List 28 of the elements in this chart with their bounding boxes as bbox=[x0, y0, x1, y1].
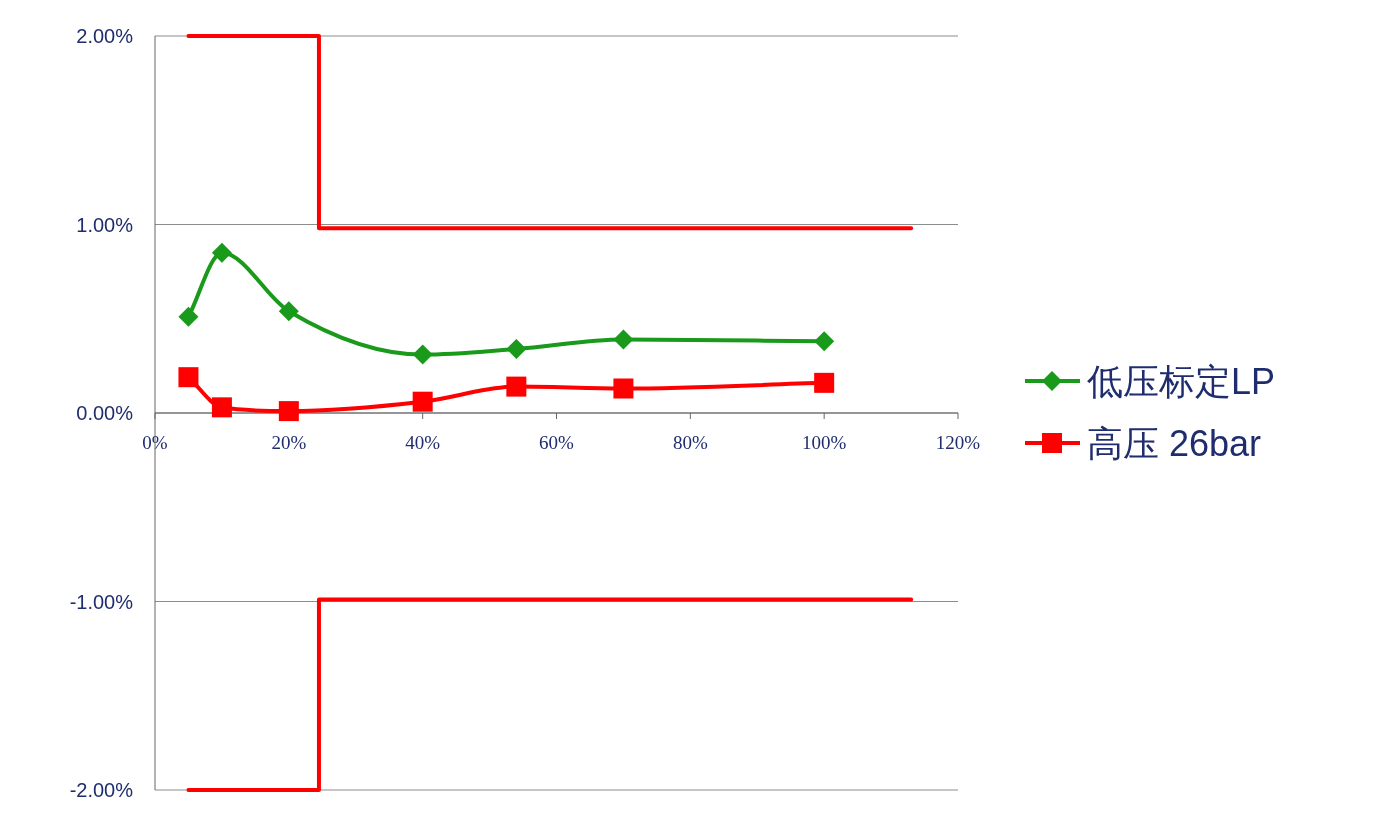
y-tick-label: 2.00% bbox=[76, 25, 134, 47]
point bbox=[278, 401, 299, 422]
point bbox=[506, 376, 527, 397]
point bbox=[211, 397, 232, 418]
point bbox=[506, 338, 527, 359]
x-tick-label: 100% bbox=[802, 432, 847, 453]
point bbox=[278, 301, 299, 322]
point bbox=[814, 372, 835, 393]
point bbox=[412, 344, 433, 365]
x-tick-label: 120% bbox=[935, 432, 981, 453]
point bbox=[613, 329, 634, 350]
point bbox=[412, 391, 433, 412]
x-tick-label: 60% bbox=[539, 432, 575, 453]
point bbox=[613, 378, 634, 399]
x-tick-label: 0% bbox=[142, 432, 168, 453]
legend-label: 高压 26bar bbox=[1087, 423, 1262, 464]
y-tick-label: 1.00% bbox=[76, 213, 134, 236]
y-tick-label: 0.00% bbox=[76, 402, 134, 424]
x-tick-label: 80% bbox=[672, 432, 708, 453]
point bbox=[178, 367, 199, 388]
legend-label: 低压标定LP bbox=[1087, 361, 1276, 402]
point bbox=[211, 242, 232, 263]
x-tick-label: 40% bbox=[405, 432, 441, 453]
point bbox=[178, 306, 199, 327]
y-tick-label: -2.00% bbox=[69, 779, 134, 801]
x-tick-label: 20% bbox=[271, 432, 307, 453]
point bbox=[814, 331, 835, 352]
y-tick-label: -1.00% bbox=[69, 590, 134, 613]
